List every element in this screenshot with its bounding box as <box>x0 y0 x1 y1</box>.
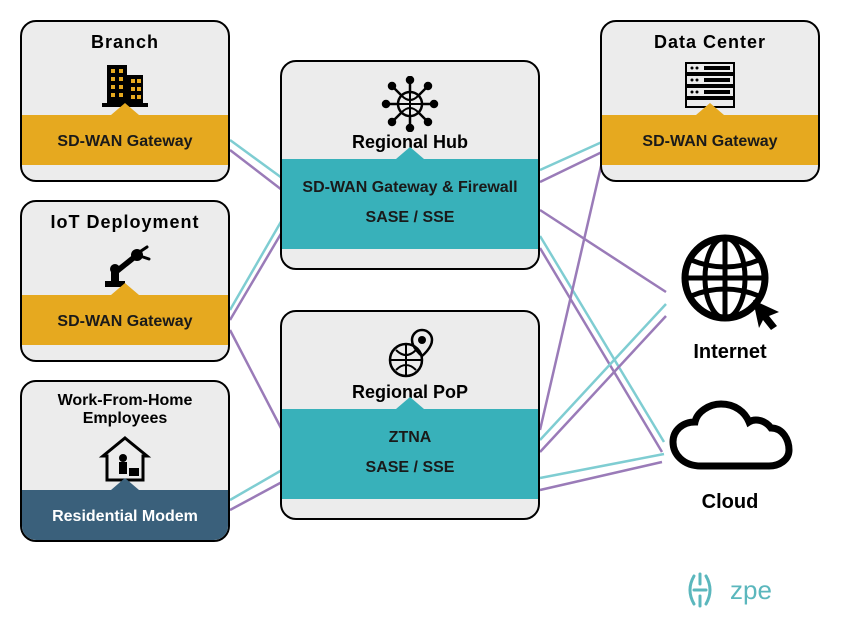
node-branch: Branch SD-WAN Gateway <box>20 20 230 182</box>
pop-subtitle: ZTNA <box>294 429 526 447</box>
globe-net-icon <box>294 72 526 132</box>
node-wfh: Work-From-Home Employees Residential Mod… <box>20 380 230 542</box>
dc-title: Data Center <box>614 32 806 53</box>
branch-footer: SD-WAN Gateway <box>22 115 228 165</box>
iot-subtitle: SD-WAN Gateway <box>57 313 192 330</box>
node-hub: Regional Hub SD-WAN Gateway & Firewall S… <box>280 60 540 270</box>
branch-subtitle: SD-WAN Gateway <box>57 133 192 150</box>
zpe-logo: zpe <box>680 570 772 610</box>
wfh-title: Work-From-Home Employees <box>34 392 216 428</box>
zpe-logo-text: zpe <box>730 575 772 606</box>
iot-title: IoT Deployment <box>34 212 216 233</box>
house-person-icon <box>34 428 216 484</box>
pop-subtitle2: SASE / SSE <box>294 459 526 477</box>
robot-arm-icon <box>34 233 216 289</box>
branch-title: Branch <box>34 32 216 53</box>
internet-label: Internet <box>660 341 800 364</box>
node-cloud: Cloud <box>660 400 800 514</box>
dc-subtitle: SD-WAN Gateway <box>642 133 777 150</box>
zpe-logo-icon <box>680 570 720 610</box>
pop-footer: ZTNA SASE / SSE <box>282 409 538 499</box>
building-icon <box>34 53 216 109</box>
dc-footer: SD-WAN Gateway <box>602 115 818 165</box>
hub-subtitle2: SASE / SSE <box>294 209 526 227</box>
node-datacenter: Data Center SD- <box>600 20 820 182</box>
node-pop: Regional PoP ZTNA SASE / SSE <box>280 310 540 520</box>
cloud-icon <box>665 400 795 480</box>
node-iot: IoT Deployment SD-WAN Gateway <box>20 200 230 362</box>
wfh-subtitle: Residential Modem <box>52 508 198 525</box>
server-rack-icon <box>614 53 806 109</box>
globe-cursor-icon <box>675 230 785 330</box>
hub-footer: SD-WAN Gateway & Firewall SASE / SSE <box>282 159 538 249</box>
wfh-footer: Residential Modem <box>22 490 228 540</box>
iot-footer: SD-WAN Gateway <box>22 295 228 345</box>
globe-pin-icon <box>294 322 526 382</box>
cloud-label: Cloud <box>660 491 800 514</box>
hub-subtitle: SD-WAN Gateway & Firewall <box>294 179 526 197</box>
node-internet: Internet <box>660 230 800 364</box>
